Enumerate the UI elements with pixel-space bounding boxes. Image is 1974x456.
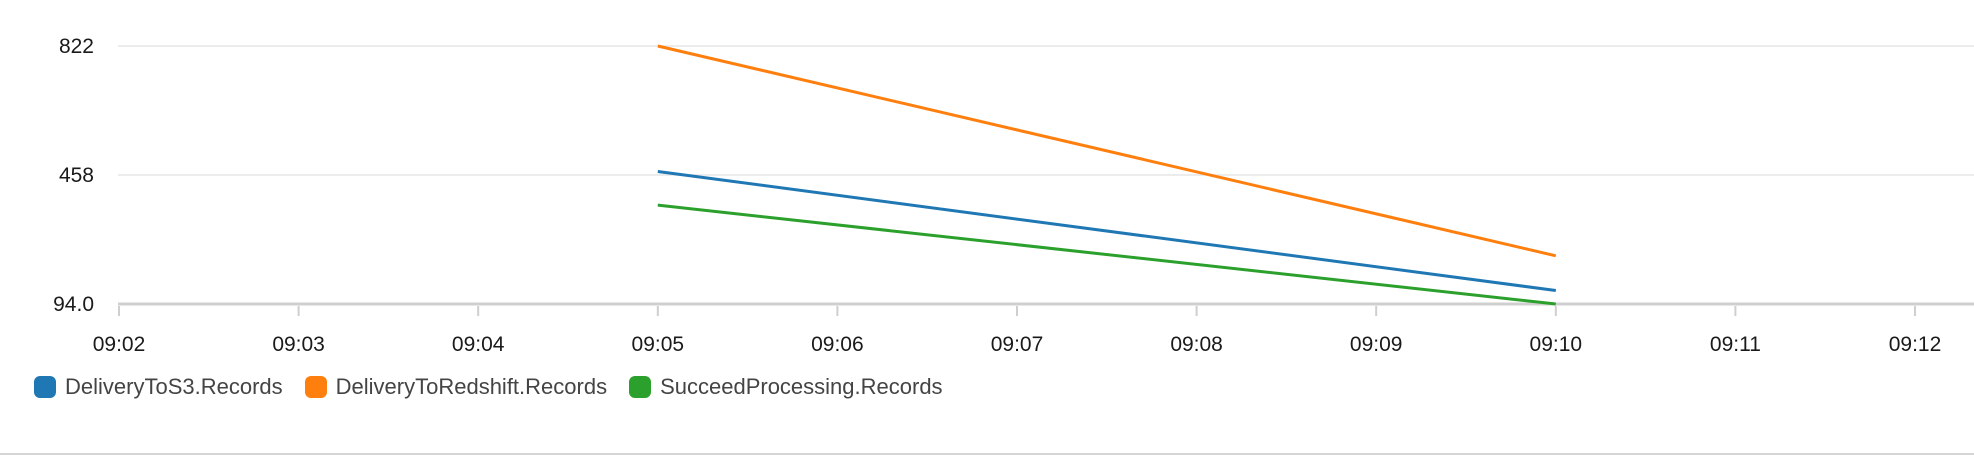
y-tick-label: 458 [59,164,94,187]
y-tick-label: 94.0 [53,293,94,316]
legend-label: SucceedProcessing.Records [660,374,943,399]
legend-swatch [34,376,56,398]
legend-item[interactable]: DeliveryToRedshift.Records [304,374,608,400]
x-tick-label: 09:10 [1530,333,1583,356]
x-tick-label: 09:11 [1710,333,1761,356]
x-tick-label: 09:02 [93,333,146,356]
legend-label: DeliveryToRedshift.Records [335,374,608,399]
x-tick-label: 09:12 [1889,333,1942,356]
legend-swatch [629,376,652,398]
x-axis: 09:02 09:03 09:04 09:05 09:06 09:07 09:08 09:09… [93,306,1942,356]
legend: DeliveryToS3.Records DeliveryToRedshift.R… [34,374,965,400]
legend-swatch [304,376,327,398]
series-lines [657,44,1557,306]
series-line-deliverytos3-records [657,169,1556,293]
x-tick-label: 09:03 [272,333,325,356]
x-tick-label: 09:05 [632,333,685,356]
series-line-deliverytoredshift-records [657,44,1557,258]
x-tick-label: 09:07 [991,333,1044,356]
divider [0,453,1974,455]
series-line-succeedprocessing-records [657,203,1556,306]
gridlines [118,45,1974,306]
y-tick-label: 822 [59,35,94,58]
x-tick-label: 09:09 [1350,333,1403,356]
x-tick-label: 09:08 [1170,333,1223,356]
legend-label: DeliveryToS3.Records [65,374,283,399]
legend-item[interactable]: SucceedProcessing.Records [629,374,943,400]
x-tick-label: 09:06 [811,333,864,356]
legend-item[interactable]: DeliveryToS3.Records [34,374,283,400]
y-axis-tick-labels: 822 458 94.0 [53,35,94,316]
x-tick-label: 09:04 [452,333,505,356]
